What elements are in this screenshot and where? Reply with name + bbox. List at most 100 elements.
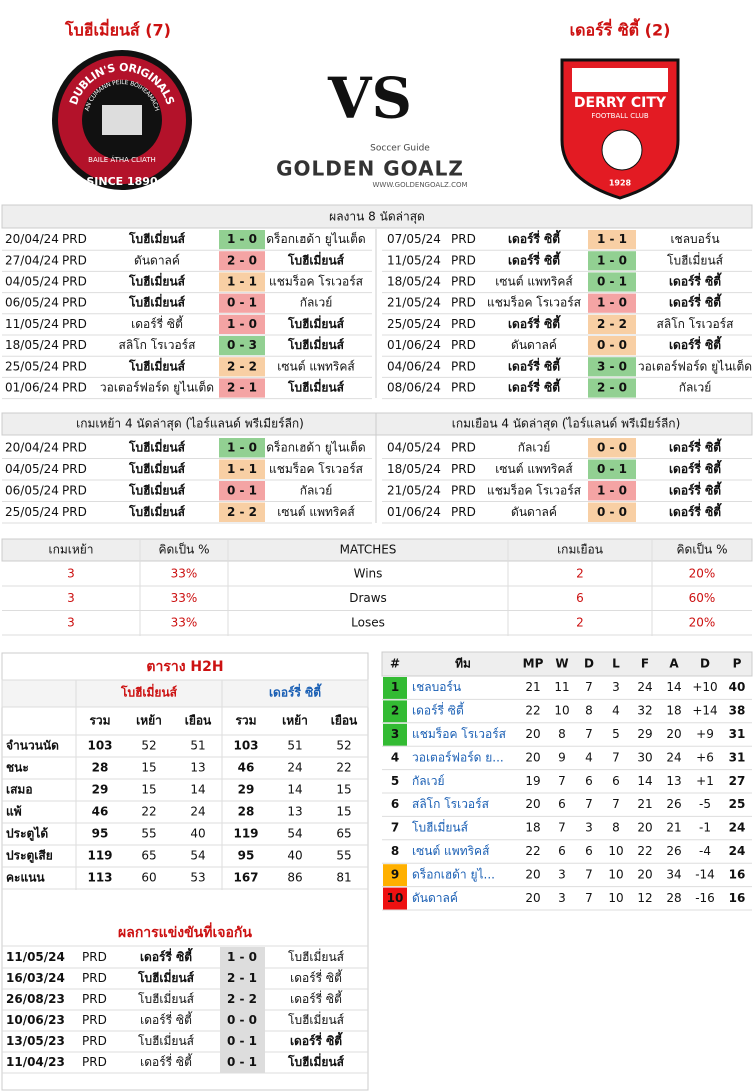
- cell-text: 8: [391, 844, 399, 858]
- cell-text: 86: [287, 871, 302, 885]
- cell-text: 3: [67, 591, 75, 605]
- cell-text: 20: [637, 821, 652, 835]
- cell-text: 21: [666, 821, 681, 835]
- cell-text: 4: [612, 704, 620, 718]
- cell-text: 65: [336, 827, 351, 841]
- column-header: D: [584, 657, 594, 671]
- rank-badge: [383, 677, 407, 699]
- cell-text: 18/05/24: [387, 462, 441, 476]
- column-header: MP: [523, 657, 544, 671]
- cell-text: เซนต์ แพทริคส์: [412, 844, 490, 858]
- cell-text: เดอร์รี่ ซิตี้: [669, 502, 722, 519]
- cell-text: 18/05/24: [387, 275, 441, 289]
- cell-text: 01/06/24: [387, 338, 441, 352]
- cell-text: 24: [729, 821, 746, 835]
- cell-text: เดอร์รี่ ซิตี้: [508, 250, 561, 267]
- result-cell: [219, 336, 265, 356]
- cell-text: 0 - 3: [227, 338, 257, 352]
- cell-text: 21: [525, 680, 540, 694]
- cell-text: โบฮีเมี่ยนส์: [667, 251, 724, 267]
- cell-text: 25/05/24: [5, 359, 59, 373]
- cell-text: 3: [612, 680, 620, 694]
- cell-text: 21/05/24: [387, 483, 441, 497]
- column-header: รวม: [89, 714, 110, 728]
- cell-text: เชลบอร์น: [412, 680, 461, 694]
- rank-badge: [383, 723, 407, 746]
- section-header: [1, 538, 753, 562]
- cell-text: 55: [141, 827, 156, 841]
- cell-text: 25/05/24: [5, 505, 59, 519]
- vs: VS: [327, 66, 412, 132]
- cell-text: สลิโก โรเวอร์ส: [412, 797, 490, 811]
- cell-text: 1 - 0: [227, 232, 257, 246]
- cell-text: 2: [576, 567, 584, 581]
- cell-text: PRD: [451, 462, 476, 476]
- cell-text: 22: [637, 844, 652, 858]
- cell-text: 8: [612, 821, 620, 835]
- cell-text: 53: [190, 871, 205, 885]
- cell-text: PRD: [62, 275, 87, 289]
- cell-text: สลิโก โรเวอร์ส: [119, 338, 197, 352]
- cell-text: 6: [585, 774, 593, 788]
- cell-text: 07/05/24: [387, 232, 441, 246]
- cell-text: 0 - 0: [597, 338, 627, 352]
- cell-text: ดันดาลค์: [511, 338, 557, 352]
- cell-text: 11: [554, 680, 569, 694]
- cell-text: PRD: [451, 317, 476, 331]
- cell-text: 119: [87, 849, 112, 863]
- result-cell: [588, 230, 636, 250]
- column-header: เกมเยือน: [557, 543, 603, 557]
- cell-text: +10: [692, 680, 717, 694]
- cell-text: 55: [336, 849, 351, 863]
- cell-text: 10: [554, 704, 569, 718]
- cell-text: 3: [585, 821, 593, 835]
- section-title: ผลงาน 8 นัดล่าสุด: [329, 210, 425, 225]
- cell-text: 38: [729, 704, 746, 718]
- cell-text: 8: [558, 727, 566, 741]
- cell-text: 06/05/24: [5, 483, 59, 497]
- cell-text: 1: [391, 680, 399, 694]
- cell-text: ประตูได้: [6, 826, 48, 842]
- cell-text: 7: [612, 750, 620, 764]
- column-header: เหย้า: [282, 714, 308, 728]
- cell-text: 11/05/24: [5, 317, 59, 331]
- team-name: เดอร์รี่ ซิตี้: [269, 683, 322, 700]
- cell-text: 33%: [171, 591, 198, 605]
- logo-text: FOOTBALL CLUB: [591, 112, 649, 120]
- cell-text: +14: [692, 704, 717, 718]
- cell-text: แชมร็อค โรเวอร์ส: [487, 295, 582, 310]
- logo-text: DERRY CITY: [574, 95, 667, 111]
- cell-text: โบฮีเมี่ยนส์: [288, 1011, 345, 1027]
- cell-text: เซนต์ แพทริคส์: [277, 359, 355, 373]
- cell-text: 7: [391, 821, 399, 835]
- cell-text: 95: [238, 849, 255, 863]
- cell-text: 0 - 0: [597, 440, 627, 454]
- cell-text: 2 - 2: [597, 317, 627, 331]
- cell-text: 11/05/24: [6, 950, 65, 964]
- cell-text: 52: [141, 739, 156, 753]
- cell-text: 119: [233, 827, 258, 841]
- cell-text: 103: [233, 739, 258, 753]
- cell-text: PRD: [82, 1055, 107, 1069]
- column-header: เยือน: [331, 714, 358, 728]
- cell-text: เดอร์รี่ ซิตี้: [290, 990, 343, 1006]
- cell-text: PRD: [62, 317, 87, 331]
- cell-text: 31: [729, 750, 746, 764]
- cell-text: 7: [585, 797, 593, 811]
- result-cell: [588, 357, 636, 377]
- cell-text: โบฮีเมี่ยนส์: [128, 357, 186, 373]
- logo-band: [572, 68, 668, 92]
- cell-text: 24: [190, 805, 205, 819]
- cell-text: 2 - 1: [227, 381, 257, 395]
- cell-text: ประตูเสีย: [6, 849, 53, 864]
- cell-text: 19: [525, 774, 540, 788]
- cell-text: 4: [391, 750, 399, 764]
- cell-text: 1 - 0: [227, 317, 257, 331]
- cell-text: กัลเวย์: [300, 483, 333, 497]
- cell-text: 40: [190, 827, 205, 841]
- logo-castle: [102, 105, 142, 135]
- cell-text: 7: [612, 797, 620, 811]
- cell-text: 20: [666, 727, 681, 741]
- cell-text: 3: [391, 727, 399, 741]
- cell-text: 8: [585, 704, 593, 718]
